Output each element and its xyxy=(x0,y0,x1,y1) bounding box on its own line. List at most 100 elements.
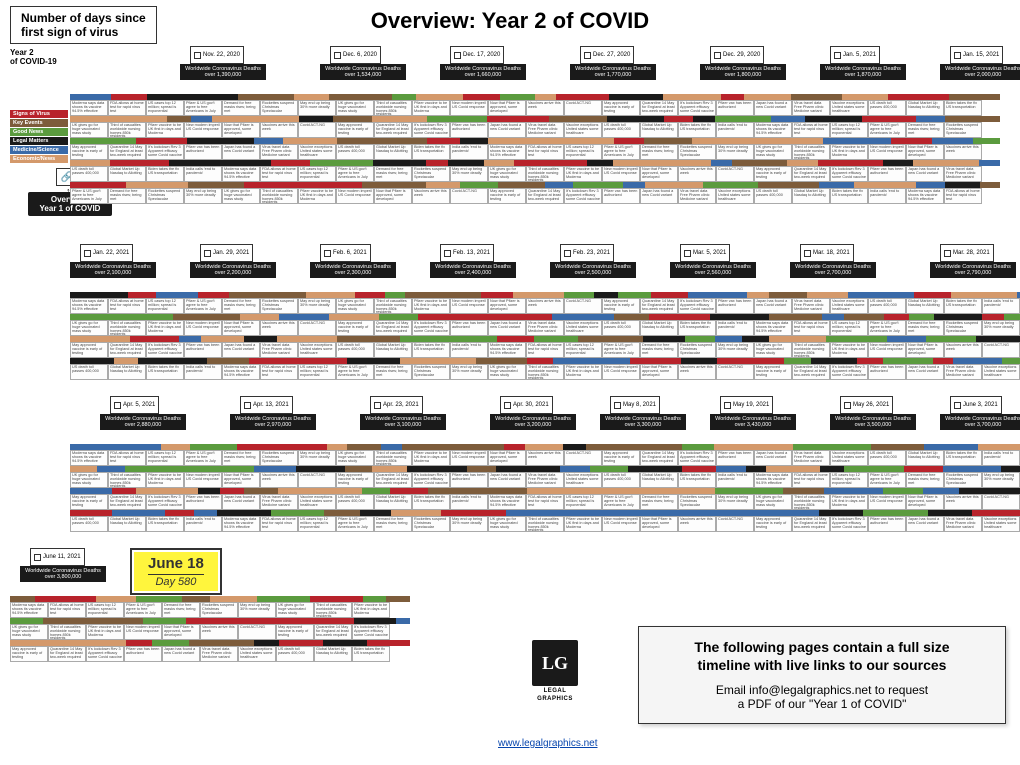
event-cell[interactable]: Global Market Up Nasdaq to Allotting xyxy=(108,364,146,380)
event-cell[interactable]: It's lockdown Rev 3 Apparent efficacy so… xyxy=(412,472,450,488)
event-cell[interactable]: Vaccines arrive this week xyxy=(260,320,298,336)
event-cell[interactable]: India calls 'end to pandemic' xyxy=(982,450,1020,466)
event-cell[interactable]: Vaccines arrive this week xyxy=(944,342,982,358)
website-link[interactable]: www.legalgraphics.net xyxy=(498,738,598,749)
event-cell[interactable]: Covid ACT-NG xyxy=(450,188,488,204)
event-cell[interactable]: Demand for free masks rises; being met xyxy=(906,472,944,488)
event-cell[interactable]: May end up being 30% more deadly xyxy=(716,144,754,160)
event-cell[interactable]: Moderna says data shows its vaccine 94.5… xyxy=(754,472,792,488)
event-cell[interactable]: Pfizer vax has been authorized xyxy=(450,320,488,336)
event-cell[interactable]: Vaccine exceptions United states some he… xyxy=(830,100,868,116)
event-cell[interactable]: Third of casualties worldwide nursing ho… xyxy=(374,298,412,314)
event-cell[interactable]: Third of casualties worldwide nursing ho… xyxy=(374,450,412,466)
event-cell[interactable]: It's lockdown Rev 3 Apparent efficacy so… xyxy=(146,144,184,160)
event-cell[interactable]: Global Market Up Nasdaq to Allotting xyxy=(906,100,944,116)
event-cell[interactable]: Pfizer vaccine to be UK first in days an… xyxy=(564,166,602,182)
event-cell[interactable]: Global Market Up Nasdaq to Allotting xyxy=(640,320,678,336)
event-cell[interactable]: It's lockdown Rev 3 Apparent efficacy so… xyxy=(412,122,450,138)
event-cell[interactable]: Global Market Up Nasdaq to Allotting xyxy=(374,342,412,358)
event-cell[interactable]: Now that Pfizer is approved, some develo… xyxy=(640,516,678,532)
event-cell[interactable]: UK gives go for huge vaccinated mass stu… xyxy=(754,144,792,160)
event-cell[interactable]: Virus travel data Free Pharm clinic Medi… xyxy=(200,646,238,662)
event-cell[interactable]: Japan has found a new Covid variant xyxy=(162,646,200,662)
event-cell[interactable]: May approved vaccine is early of testing xyxy=(336,320,374,336)
event-cell[interactable]: Pfizer vaccine to be UK first in days an… xyxy=(412,100,450,116)
event-cell[interactable]: May end up being 30% more deadly xyxy=(450,166,488,182)
event-cell[interactable]: UK gives go for huge vaccinated mass stu… xyxy=(488,516,526,532)
event-cell[interactable]: Pfizer & US gov't agree to free American… xyxy=(184,298,222,314)
event-cell[interactable]: Japan has found a new Covid variant xyxy=(754,100,792,116)
event-cell[interactable]: Pfizer vax has been authorized xyxy=(184,144,222,160)
event-cell[interactable]: UK gives go for huge vaccinated mass stu… xyxy=(70,320,108,336)
event-cell[interactable]: Vaccines arrive this week xyxy=(260,472,298,488)
event-cell[interactable]: Rockettes suspend Christmas Spectacular xyxy=(944,472,982,488)
event-cell[interactable]: Biden takes the fix US transportation xyxy=(412,342,450,358)
event-cell[interactable]: US cases top 12 million; spread is expon… xyxy=(830,122,868,138)
event-cell[interactable]: New modern imperil US Covid response xyxy=(602,166,640,182)
event-cell[interactable]: Pfizer vax has been authorized xyxy=(868,364,906,380)
event-cell[interactable]: Global Market Up Nasdaq to Allotting xyxy=(108,516,146,532)
event-cell[interactable]: It's lockdown Rev 3 Apparent efficacy so… xyxy=(86,646,124,662)
event-cell[interactable]: US death toll passes 400,000 xyxy=(336,144,374,160)
event-cell[interactable]: India calls 'end to pandemic' xyxy=(716,320,754,336)
event-cell[interactable]: Moderna says data shows its vaccine 94.5… xyxy=(70,450,108,466)
event-cell[interactable]: US death toll passes 400,000 xyxy=(602,122,640,138)
event-cell[interactable]: Pfizer vax has been authorized xyxy=(602,188,640,204)
event-cell[interactable]: Vaccines arrive this week xyxy=(412,188,450,204)
event-cell[interactable]: Global Market Up Nasdaq to Allotting xyxy=(314,646,352,662)
event-cell[interactable]: US death toll passes 400,000 xyxy=(336,494,374,510)
event-cell[interactable]: Third of casualties worldwide nursing ho… xyxy=(526,364,564,380)
event-cell[interactable]: May end up being 30% more deadly xyxy=(238,602,276,618)
event-cell[interactable]: May approved vaccine is early of testing xyxy=(10,646,48,662)
event-cell[interactable]: Covid ACT-NG xyxy=(298,320,336,336)
event-cell[interactable]: Pfizer vaccine to be UK first in days an… xyxy=(352,602,390,618)
event-cell[interactable]: Japan has found a new Covid variant xyxy=(906,166,944,182)
event-cell[interactable]: Demand for free masks rises; being met xyxy=(222,100,260,116)
event-cell[interactable]: Pfizer & US gov't agree to free American… xyxy=(70,188,108,204)
event-cell[interactable]: Rockettes suspend Christmas Spectacular xyxy=(260,298,298,314)
event-cell[interactable]: US death toll passes 400,000 xyxy=(336,342,374,358)
event-cell[interactable]: Pfizer vax has been authorized xyxy=(716,450,754,466)
event-cell[interactable]: US death toll passes 400,000 xyxy=(602,472,640,488)
event-cell[interactable]: May approved vaccine is early of testing xyxy=(488,188,526,204)
event-cell[interactable]: Vaccines arrive this week xyxy=(944,144,982,160)
event-cell[interactable]: US death toll passes 400,000 xyxy=(70,364,108,380)
event-cell[interactable]: Demand for free masks rises; being met xyxy=(222,450,260,466)
event-cell[interactable]: Moderna says data shows its vaccine 94.5… xyxy=(488,144,526,160)
event-cell[interactable]: US cases top 12 million; spread is expon… xyxy=(830,320,868,336)
event-cell[interactable]: Pfizer & US gov't agree to free American… xyxy=(602,144,640,160)
event-cell[interactable]: UK gives go for huge vaccinated mass stu… xyxy=(10,624,48,640)
event-cell[interactable]: Now that Pfizer is approved, some develo… xyxy=(222,122,260,138)
event-cell[interactable]: India calls 'end to pandemic' xyxy=(982,298,1020,314)
event-cell[interactable]: US cases top 12 million; spread is expon… xyxy=(564,144,602,160)
event-cell[interactable]: It's lockdown Rev 3 Apparent efficacy so… xyxy=(830,516,868,532)
event-cell[interactable]: India calls 'end to pandemic' xyxy=(184,364,222,380)
event-cell[interactable]: May end up being 30% more deadly xyxy=(450,516,488,532)
event-cell[interactable]: Vaccine exceptions United states some he… xyxy=(564,320,602,336)
event-cell[interactable]: Biden takes the fix US transportation xyxy=(352,646,390,662)
event-cell[interactable]: FDA allows at home test for rapid virus … xyxy=(260,516,298,532)
event-cell[interactable]: Now that Pfizer is approved, some develo… xyxy=(640,364,678,380)
event-cell[interactable]: US death toll passes 400,000 xyxy=(602,320,640,336)
event-cell[interactable]: Pfizer vax has been authorized xyxy=(868,516,906,532)
event-cell[interactable]: Vaccine exceptions United states some he… xyxy=(830,298,868,314)
event-cell[interactable]: FDA allows at home test for rapid virus … xyxy=(792,320,830,336)
event-cell[interactable]: Virus travel data Free Pharm clinic Medi… xyxy=(792,450,830,466)
event-cell[interactable]: Pfizer & US gov't agree to free American… xyxy=(124,602,162,618)
event-cell[interactable]: UK gives go for huge vaccinated mass stu… xyxy=(336,450,374,466)
event-cell[interactable]: UK gives go for huge vaccinated mass stu… xyxy=(488,364,526,380)
event-cell[interactable]: UK gives go for huge vaccinated mass stu… xyxy=(754,342,792,358)
event-cell[interactable]: Rockettes suspend Christmas Spectacular xyxy=(678,342,716,358)
event-cell[interactable]: Biden takes the fix US transportation xyxy=(146,166,184,182)
event-cell[interactable]: FDA allows at home test for rapid virus … xyxy=(108,298,146,314)
event-cell[interactable]: US cases top 12 million; spread is expon… xyxy=(298,516,336,532)
event-cell[interactable]: India calls 'end to pandemic' xyxy=(450,342,488,358)
event-cell[interactable]: New modern imperil US Covid response xyxy=(602,364,640,380)
event-cell[interactable]: May end up being 30% more deadly xyxy=(982,472,1020,488)
event-cell[interactable]: Pfizer & US gov't agree to free American… xyxy=(868,320,906,336)
event-cell[interactable]: FDA allows at home test for rapid virus … xyxy=(792,472,830,488)
event-cell[interactable]: Covid ACT-NG xyxy=(982,494,1020,510)
event-cell[interactable]: Vaccine exceptions United states some he… xyxy=(982,516,1020,532)
event-cell[interactable]: Pfizer & US gov't agree to free American… xyxy=(184,450,222,466)
event-cell[interactable]: US cases top 12 million; spread is expon… xyxy=(830,472,868,488)
